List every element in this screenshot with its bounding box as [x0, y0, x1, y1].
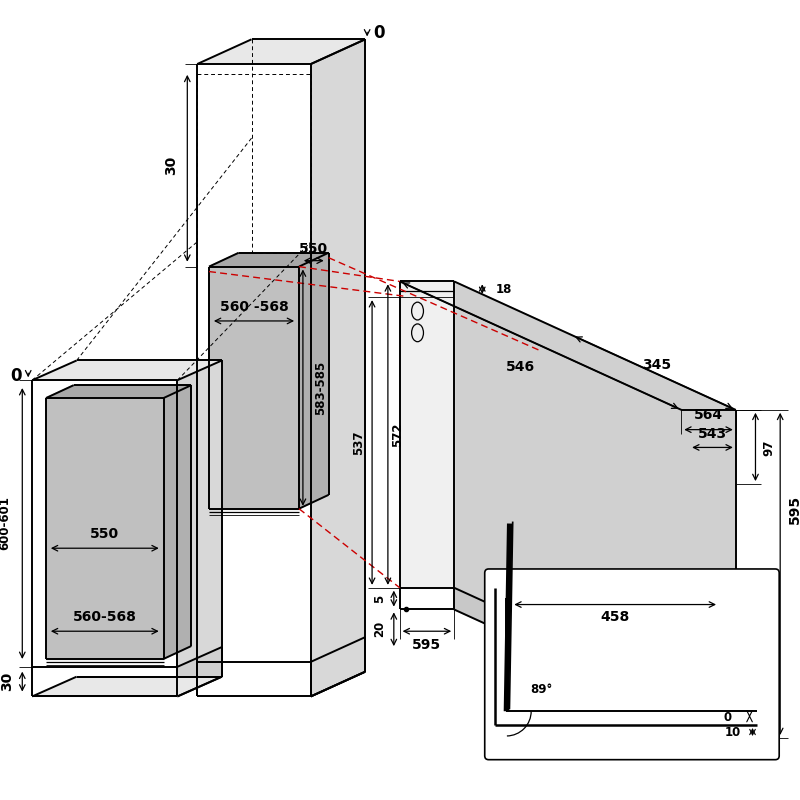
Polygon shape — [197, 39, 365, 64]
Polygon shape — [46, 385, 191, 398]
Polygon shape — [178, 361, 222, 697]
Text: 537: 537 — [352, 430, 365, 454]
Text: 10: 10 — [725, 726, 741, 739]
Polygon shape — [299, 253, 329, 509]
Polygon shape — [178, 647, 222, 697]
Text: 0: 0 — [373, 25, 385, 42]
Polygon shape — [209, 266, 299, 509]
Text: 0: 0 — [10, 367, 22, 386]
Polygon shape — [311, 637, 365, 697]
Text: 0: 0 — [724, 710, 732, 724]
Text: 595: 595 — [412, 638, 442, 652]
Text: 89°: 89° — [530, 683, 552, 696]
Polygon shape — [311, 39, 365, 697]
Text: 5: 5 — [374, 594, 386, 602]
Polygon shape — [494, 588, 506, 725]
Text: 30: 30 — [165, 156, 178, 175]
Text: 345: 345 — [642, 358, 671, 372]
Polygon shape — [163, 385, 191, 659]
Text: 18: 18 — [496, 282, 512, 296]
Polygon shape — [400, 282, 454, 588]
Text: 560 -568: 560 -568 — [220, 300, 288, 314]
Text: 564: 564 — [694, 408, 723, 422]
Text: 550: 550 — [299, 242, 328, 256]
Text: 600-601: 600-601 — [0, 497, 11, 550]
Polygon shape — [400, 282, 736, 410]
Polygon shape — [32, 677, 222, 697]
Text: 458: 458 — [601, 610, 630, 624]
Text: 97: 97 — [763, 439, 776, 456]
Text: 560-568: 560-568 — [73, 610, 137, 624]
Text: 550: 550 — [90, 527, 119, 542]
Text: 30: 30 — [1, 672, 14, 691]
FancyBboxPatch shape — [485, 569, 779, 760]
Text: 572: 572 — [391, 422, 404, 447]
Polygon shape — [209, 253, 329, 266]
Polygon shape — [32, 361, 222, 380]
Text: 543: 543 — [698, 426, 727, 441]
Text: 583-585: 583-585 — [314, 361, 327, 414]
Text: 546: 546 — [506, 360, 535, 374]
Text: 595: 595 — [788, 495, 800, 524]
Polygon shape — [494, 711, 758, 725]
Polygon shape — [454, 588, 736, 738]
Text: 20: 20 — [374, 621, 386, 638]
Polygon shape — [46, 398, 163, 659]
Polygon shape — [454, 282, 736, 716]
